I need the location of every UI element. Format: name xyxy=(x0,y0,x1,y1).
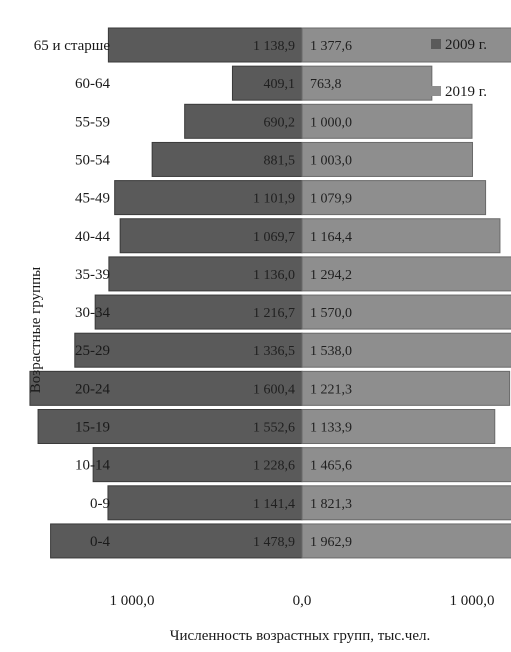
category-label: 10-14 xyxy=(75,458,110,474)
bar-2019 xyxy=(301,294,511,330)
data-label-2019: 1 962,9 xyxy=(310,535,352,550)
x-tick-label: 1 000,0 xyxy=(450,593,495,609)
bar-2009 xyxy=(29,370,303,406)
bar-2009 xyxy=(37,409,303,444)
bar-2019 xyxy=(301,256,511,292)
data-label-2019: 1 465,6 xyxy=(310,459,352,474)
bar-2009 xyxy=(107,27,303,63)
data-label-2009: 1 478,9 xyxy=(253,535,295,550)
data-label-2009: 1 136,0 xyxy=(253,268,295,283)
bar-2019 xyxy=(301,332,511,368)
bar-2009 xyxy=(151,141,303,177)
category-label: 55-59 xyxy=(75,114,110,130)
data-label-2019: 1 133,9 xyxy=(310,421,352,436)
category-label: 50-54 xyxy=(75,152,110,168)
category-label: 65 и старше xyxy=(34,38,111,54)
bar-2009 xyxy=(107,485,303,521)
bar-2019 xyxy=(301,141,474,177)
data-label-2019: 1 000,0 xyxy=(310,115,352,130)
data-label-2009: 1 216,7 xyxy=(253,306,295,321)
x-axis-title: Численность возрастных групп, тыс.чел. xyxy=(170,628,430,644)
category-label: 45-49 xyxy=(75,191,110,207)
bar-2019 xyxy=(301,218,501,254)
data-label-2009: 1 069,7 xyxy=(253,230,295,245)
bar-2009 xyxy=(119,218,303,254)
bar-2019 xyxy=(301,27,511,63)
data-label-2019: 1 377,6 xyxy=(310,39,352,54)
y-axis-title: Возрастные группы xyxy=(28,267,44,393)
legend-swatch-2009 xyxy=(431,39,441,49)
bar-2019 xyxy=(301,103,473,139)
data-label-2019: 1 570,0 xyxy=(310,306,352,321)
data-label-2019: 1 221,3 xyxy=(310,382,352,397)
bar-2019 xyxy=(301,485,511,521)
bar-2009 xyxy=(50,523,303,559)
bar-2009 xyxy=(231,65,303,101)
bar-2019 xyxy=(301,447,511,483)
data-label-2009: 1 138,9 xyxy=(253,39,295,54)
bar-2019 xyxy=(301,409,496,444)
data-label-2019: 1 538,0 xyxy=(310,344,352,359)
legend-label-2009: 2009 г. xyxy=(445,37,487,53)
category-label: 30-34 xyxy=(75,305,110,321)
bar-2009 xyxy=(108,256,303,292)
bar-2019 xyxy=(301,370,511,406)
bar-2009 xyxy=(94,294,303,330)
category-label: 0-4 xyxy=(90,534,110,550)
data-label-2019: 1 294,2 xyxy=(310,268,352,283)
data-label-2009: 1 228,6 xyxy=(253,459,295,474)
category-label: 40-44 xyxy=(75,229,110,245)
x-tick-label: 1 000,0 xyxy=(110,593,155,609)
data-label-2019: 763,8 xyxy=(310,77,342,92)
category-label: 25-29 xyxy=(75,343,110,359)
category-label: 20-24 xyxy=(75,381,110,397)
data-label-2009: 1 141,4 xyxy=(253,497,295,512)
bar-2009 xyxy=(92,447,303,483)
data-label-2009: 409,1 xyxy=(264,77,296,92)
legend-swatch-2019 xyxy=(431,86,441,96)
data-label-2009: 1 600,4 xyxy=(253,382,295,397)
category-label: 35-39 xyxy=(75,267,110,283)
category-label: 0-9 xyxy=(90,496,110,512)
bar-2009 xyxy=(74,332,303,368)
data-label-2019: 1 079,9 xyxy=(310,192,352,207)
bar-2009 xyxy=(184,103,303,139)
data-label-2009: 1 101,9 xyxy=(253,192,295,207)
bar-2019 xyxy=(301,523,511,559)
data-label-2009: 1 552,6 xyxy=(253,421,295,436)
data-label-2019: 1 821,3 xyxy=(310,497,352,512)
legend-label-2019: 2019 г. xyxy=(445,84,487,100)
data-label-2009: 881,5 xyxy=(264,153,296,168)
x-tick-label: 0,0 xyxy=(293,593,312,609)
data-label-2019: 1 003,0 xyxy=(310,153,352,168)
data-label-2019: 1 164,4 xyxy=(310,230,352,245)
bar-2019 xyxy=(301,65,433,101)
category-label: 15-19 xyxy=(75,420,110,436)
data-label-2009: 690,2 xyxy=(264,115,296,130)
data-label-2009: 1 336,5 xyxy=(253,344,295,359)
category-label: 60-64 xyxy=(75,76,110,92)
bar-2019 xyxy=(301,180,487,216)
